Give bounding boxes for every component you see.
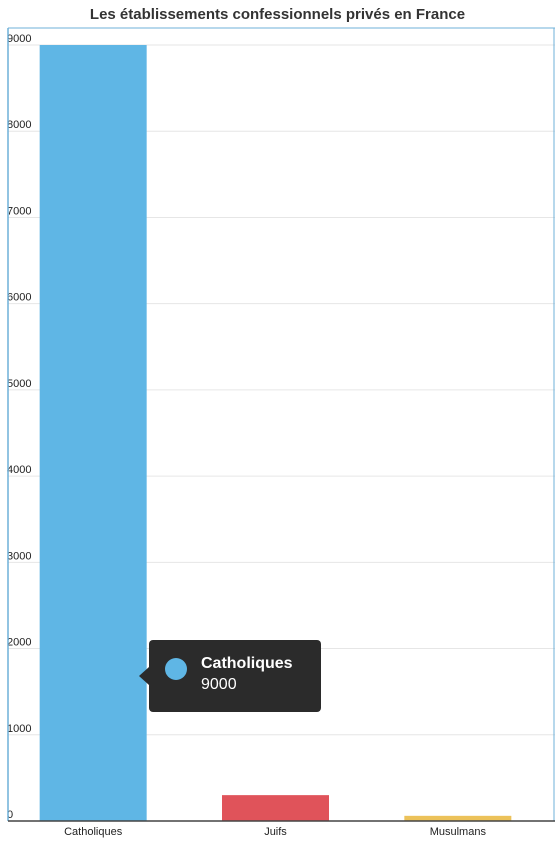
y-tick-label: 8000 (7, 119, 31, 131)
chart-title: Les établissements confessionnels privés… (89, 6, 466, 23)
x-category-label: Catholiques (64, 826, 123, 838)
bar-catholiques[interactable] (39, 45, 147, 821)
bar-musulmans[interactable] (404, 815, 512, 821)
y-tick-label: 7000 (7, 205, 31, 217)
tooltip-series-value: 9000 (201, 676, 237, 693)
tooltip-series-name: Catholiques (201, 655, 293, 672)
x-category-label: Musulmans (430, 826, 487, 838)
bar-juifs[interactable] (222, 795, 329, 821)
y-tick-label: 0 (7, 809, 13, 821)
tooltip: Catholiques 9000 (139, 640, 321, 712)
y-tick-label: 4000 (7, 464, 31, 476)
y-tick-label: 9000 (7, 33, 31, 45)
tooltip-series-dot (165, 658, 187, 680)
y-tick-label: 5000 (7, 378, 31, 390)
y-tick-label: 3000 (7, 550, 31, 562)
y-tick-label: 6000 (7, 292, 31, 304)
y-tick-label: 1000 (7, 723, 31, 735)
x-category-label: Juifs (264, 826, 287, 838)
tooltip-arrow (139, 667, 149, 685)
y-tick-label: 2000 (7, 637, 31, 649)
